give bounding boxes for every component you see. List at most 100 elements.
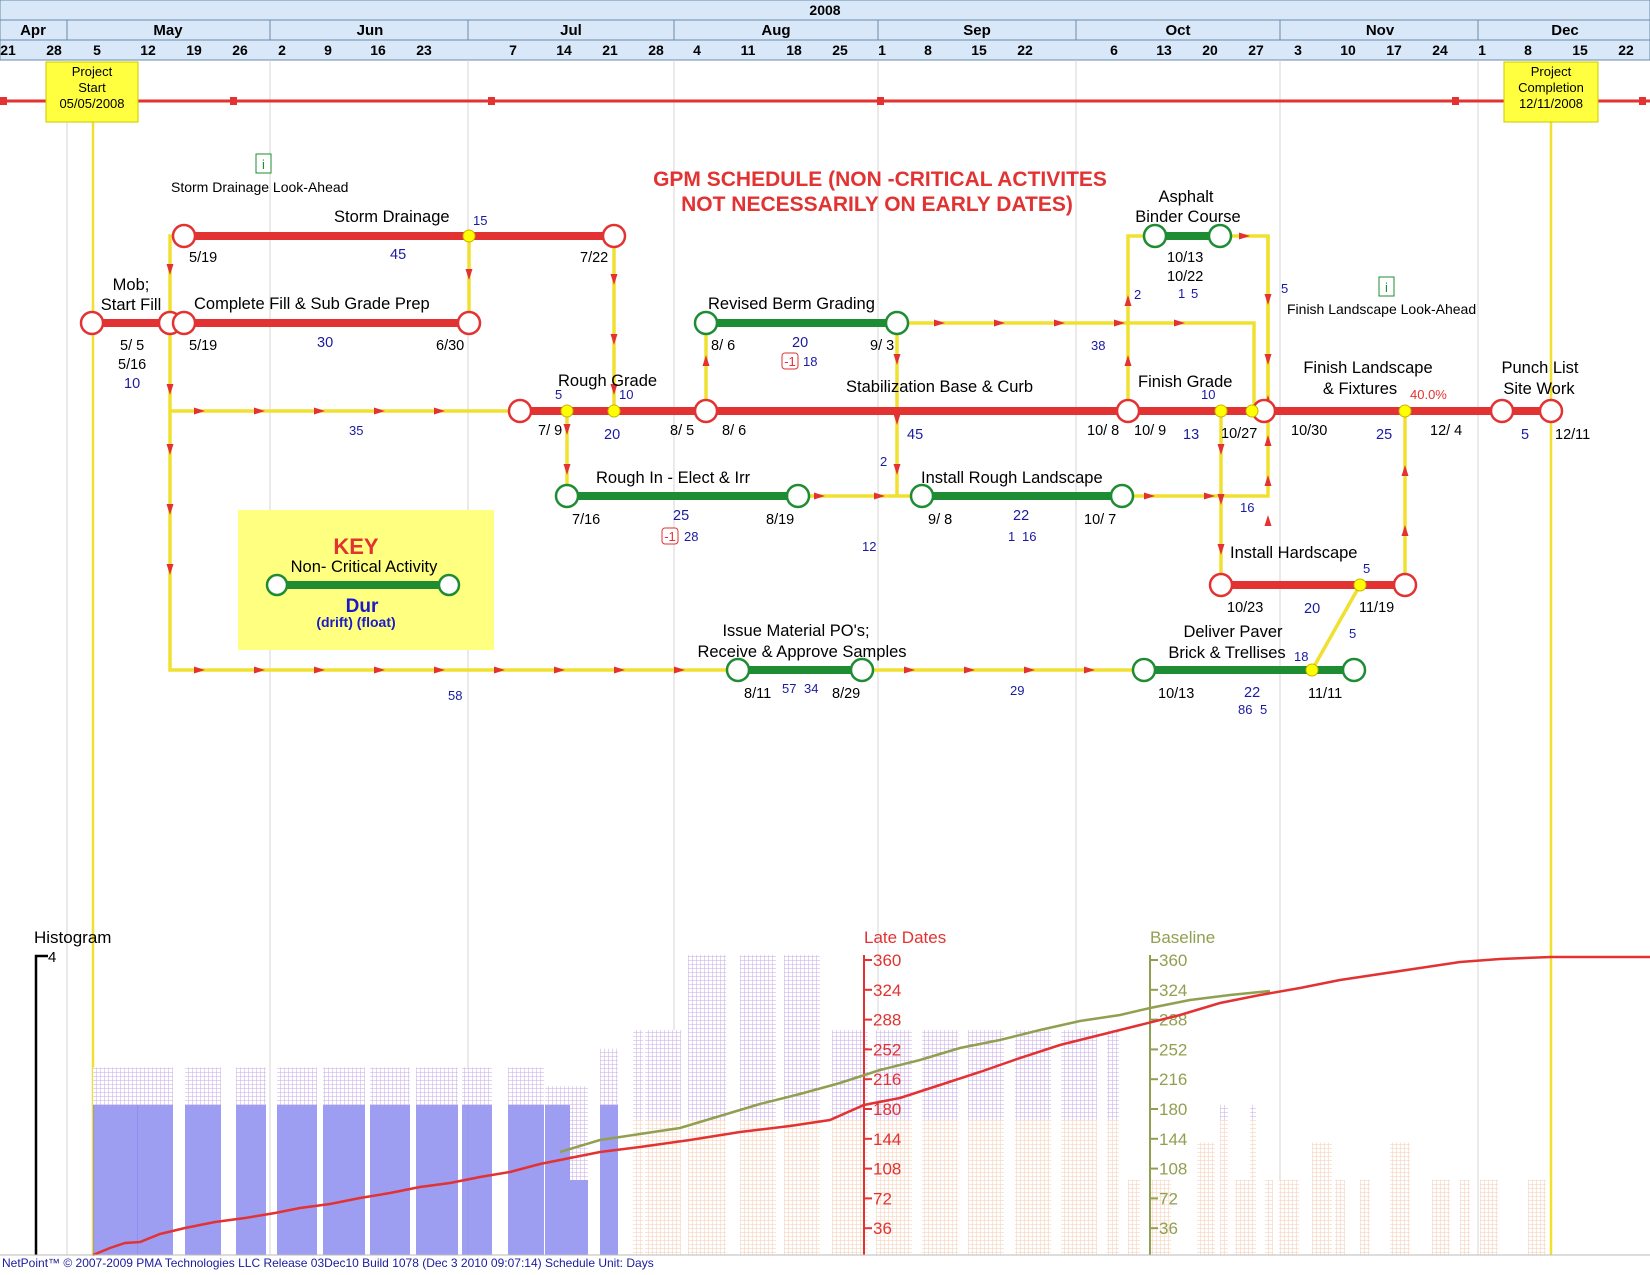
histogram-bar (1107, 1120, 1119, 1255)
activity-punch-list[interactable]: Punch List Site Work 5 12/11 (1501, 359, 1590, 443)
arrow-right-icon (1239, 232, 1250, 240)
week-label: 28 (648, 42, 664, 58)
link-38: 38 (1091, 338, 1105, 353)
week-label: 27 (1248, 42, 1264, 58)
end-milestone-box[interactable]: Project Completion 12/11/2008 (1503, 61, 1599, 123)
arrow-down-icon (465, 269, 473, 280)
key-title: KEY (333, 534, 379, 559)
arrow-right-icon (814, 492, 825, 500)
activity-issue-po[interactable]: Issue Material PO's; Receive & Approve S… (697, 622, 906, 702)
activity-node[interactable] (1208, 572, 1234, 598)
activity-node[interactable] (171, 223, 197, 249)
activity-finish-landscape[interactable]: Finish Landscape & Fixtures 40.0% 10/30 … (1291, 359, 1462, 443)
activity-node[interactable] (1489, 398, 1515, 424)
week-label: 8 (1524, 42, 1532, 58)
activity-storm-drainage[interactable]: Storm Drainage 15 5/19 45 7/22 (189, 208, 608, 266)
axis-tick-label: 108 (873, 1160, 901, 1179)
activity-deliver-paver[interactable]: Deliver Paver Brick & Trellises 18 5 10/… (1158, 623, 1356, 717)
activity-node[interactable] (849, 657, 875, 683)
week-label: 6 (1110, 42, 1118, 58)
activity-node[interactable] (601, 223, 627, 249)
arrow-down-icon (563, 424, 571, 435)
activity-rough-landscape[interactable]: Install Rough Landscape 9/ 8 22 10/ 7 1 … (921, 469, 1116, 544)
arrow-down-icon (166, 504, 174, 515)
arrow-up-icon (1264, 435, 1272, 446)
histogram-bar (93, 1067, 138, 1105)
activity-node[interactable] (725, 657, 751, 683)
activity-node[interactable] (79, 310, 105, 336)
histogram-bar (1432, 1180, 1450, 1255)
activity-revised-berm[interactable]: Revised Berm Grading 8/ 6 20 9/ 3 -1 18 (708, 295, 894, 370)
activity-node[interactable] (1109, 483, 1135, 509)
activity-name: Install Rough Landscape (921, 469, 1103, 487)
activity-node[interactable] (1131, 657, 1157, 683)
activity-node[interactable] (909, 483, 935, 509)
activity-node[interactable] (1207, 223, 1233, 249)
activity-node[interactable] (884, 310, 910, 336)
activity-name: Rough In - Elect & Irr (596, 469, 751, 487)
month-label: Jul (560, 22, 582, 39)
histogram-bar (323, 1067, 365, 1105)
late-ticks: 360 324 288 252 216 180 144 108 72 36 (864, 951, 901, 1238)
duration: 20 (792, 335, 808, 351)
activity-labels: Mob; Start Fill 5/ 5 5/16 10 Storm Drain… (101, 188, 1590, 717)
activity-node[interactable] (1392, 572, 1418, 598)
timeline-header: 2008 Apr May Jun Jul Aug Sep Oct Nov Dec 21 28 5 12… (0, 0, 1650, 61)
activity-node[interactable] (507, 398, 533, 424)
activity-hardscape[interactable]: Install Hardscape 5 10/23 20 11/19 (1227, 544, 1394, 617)
activity-node[interactable] (693, 398, 719, 424)
activity-node[interactable] (1341, 657, 1367, 683)
arrow-right-icon (674, 666, 685, 674)
arrow-right-icon (254, 666, 265, 674)
activity-rough-grade[interactable]: Rough Grade 5 10 7/ 9 20 8/ 5 (538, 372, 694, 443)
finish-date: 12/11 (1555, 427, 1590, 443)
activity-asphalt[interactable]: Asphalt Binder Course 10/13 10/22 1 5 2 … (1134, 188, 1288, 302)
activity-node[interactable] (693, 310, 719, 336)
activity-node[interactable] (785, 483, 811, 509)
week-label: 11 (741, 42, 756, 58)
month-label: Oct (1165, 22, 1190, 39)
histogram-bar (600, 1105, 618, 1180)
week-label: 22 (1618, 42, 1634, 58)
storm-lookahead-note[interactable]: i Storm Drainage Look-Ahead (171, 153, 348, 195)
week-row: 21 28 5 12 19 26 2 9 16 23 7 14 21 28 4 11 18 25 1 8 15 22 6 13… (0, 42, 1634, 58)
arrow-right-icon (314, 407, 325, 415)
arrow-down-icon (1217, 444, 1225, 455)
link-58: 58 (448, 688, 462, 703)
activity-name: Finish Grade (1138, 373, 1232, 391)
activity-node[interactable] (171, 310, 197, 336)
duration: 13 (1183, 427, 1199, 443)
arrow-right-icon (1084, 666, 1095, 674)
histogram-bar (93, 1105, 138, 1180)
week-label: 1 (1478, 42, 1486, 58)
activity-node[interactable] (456, 310, 482, 336)
week-label: 20 (1202, 42, 1218, 58)
week-label: 24 (1432, 42, 1448, 58)
activity-complete-fill[interactable]: Complete Fill & Sub Grade Prep 5/19 30 6… (189, 295, 464, 354)
finish-lookahead-note[interactable]: i Finish Landscape Look-Ahead (1287, 276, 1476, 317)
histogram-bar (277, 1067, 317, 1105)
histogram-bar (876, 1120, 912, 1255)
activity-node[interactable] (554, 483, 580, 509)
week-label: 25 (832, 42, 848, 58)
storm-lookahead-label: Storm Drainage Look-Ahead (171, 179, 348, 195)
activity-name: & Fixtures (1323, 380, 1397, 398)
duration: 22 (1013, 508, 1029, 524)
baseline-label: Baseline (1150, 928, 1215, 947)
activity-stabilization[interactable]: Stabilization Base & Curb 8/ 6 45 10/ 8 (722, 378, 1119, 443)
late-dates-label: Late Dates (864, 928, 946, 947)
arrow-down-icon (166, 384, 174, 395)
histogram-bar (1460, 1180, 1470, 1255)
activity-mob[interactable]: Mob; Start Fill 5/ 5 5/16 10 (101, 276, 162, 392)
activity-node[interactable] (1115, 398, 1141, 424)
duration: 10 (124, 376, 140, 392)
activity-finish-grade[interactable]: Finish Grade 10 10/ 9 13 10/27 (1134, 373, 1257, 443)
start-date: 9/ 8 (928, 512, 952, 528)
activity-rough-in[interactable]: Rough In - Elect & Irr 7/16 25 8/19 -1 2… (572, 469, 794, 545)
float-value: 86 (1238, 702, 1252, 717)
histogram-bar (600, 1180, 618, 1255)
activity-node[interactable] (1538, 398, 1564, 424)
start-milestone-box[interactable]: Project Start 05/05/2008 (45, 61, 139, 123)
activity-node[interactable] (1142, 223, 1168, 249)
start-date: 5/ 5 (120, 338, 144, 354)
